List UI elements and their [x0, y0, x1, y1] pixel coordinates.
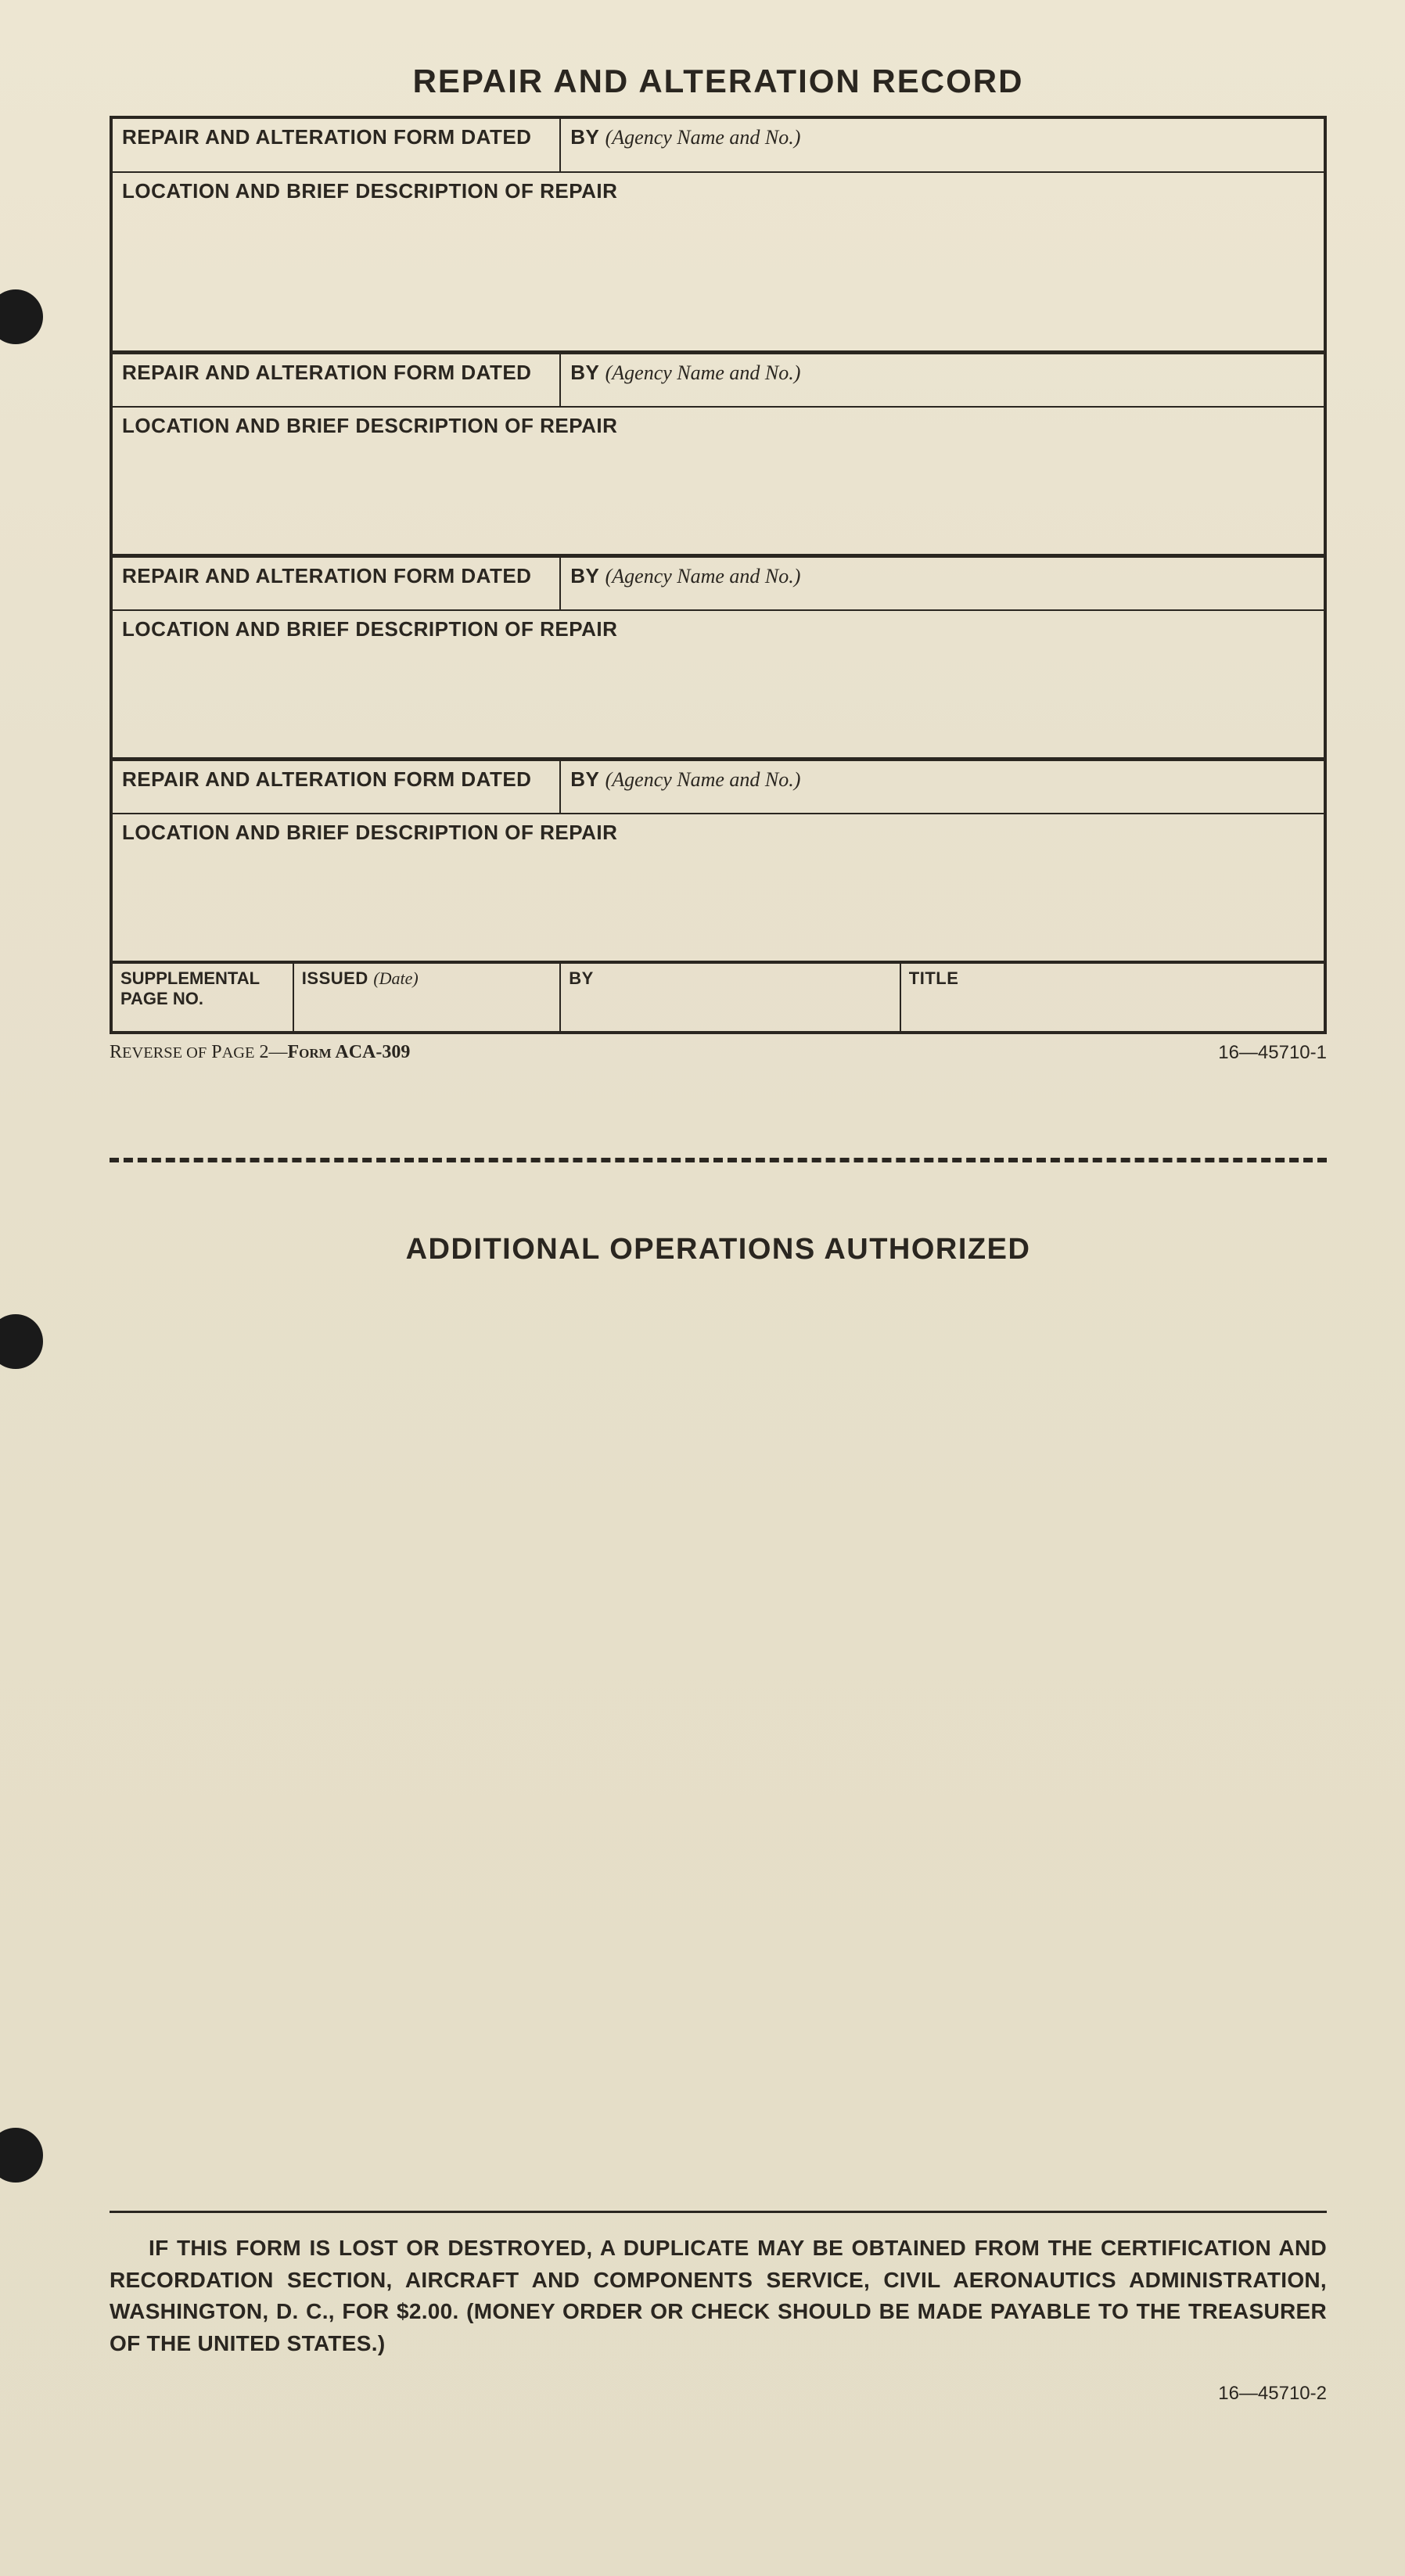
by-agency-cell: BY (Agency Name and No.): [560, 352, 1325, 407]
by-agency-cell: BY (Agency Name and No.): [560, 759, 1325, 814]
label: LOCATION AND BRIEF DESCRIPTION OF REPAIR: [122, 414, 617, 437]
location-desc-cell: LOCATION AND BRIEF DESCRIPTION OF REPAIR: [111, 172, 1325, 352]
label: REPAIR AND ALTERATION FORM DATED: [122, 361, 531, 384]
repair-record-table: REPAIR AND ALTERATION FORM DATED BY (Age…: [110, 116, 1327, 1034]
form-code: 16—45710-1: [1218, 1042, 1327, 1064]
label-paren: (Date): [373, 968, 418, 988]
table-row: LOCATION AND BRIEF DESCRIPTION OF REPAIR: [111, 172, 1325, 352]
table-row: REPAIR AND ALTERATION FORM DATED BY (Age…: [111, 117, 1325, 172]
supplemental-row: SUPPLEMENTAL PAGE NO. ISSUED (Date) BY T…: [111, 962, 1325, 1033]
footer-line-1: REVERSE OF PAGE 2—Form ACA-309 16—45710-…: [110, 1042, 1327, 1064]
label-paren: (Agency Name and No.): [605, 565, 801, 587]
table-row: REPAIR AND ALTERATION FORM DATED BY (Age…: [111, 352, 1325, 407]
main-title: REPAIR AND ALTERATION RECORD: [110, 63, 1327, 100]
reverse-label: REVERSE OF PAGE 2—Form ACA-309: [110, 1042, 410, 1064]
issued-cell: ISSUED (Date): [293, 962, 560, 1033]
by-agency-cell: BY (Agency Name and No.): [560, 117, 1325, 172]
binding-hole: [0, 2128, 43, 2183]
label: SUPPLEMENTAL PAGE NO.: [120, 968, 285, 1010]
operations-area: [110, 1290, 1327, 2213]
label: LOCATION AND BRIEF DESCRIPTION OF REPAIR: [122, 179, 617, 203]
label: LOCATION AND BRIEF DESCRIPTION OF REPAIR: [122, 617, 617, 641]
form-dated-cell: REPAIR AND ALTERATION FORM DATED: [111, 555, 560, 610]
label: BY: [570, 767, 605, 791]
form-dated-cell: REPAIR AND ALTERATION FORM DATED: [111, 352, 560, 407]
form-dated-cell: REPAIR AND ALTERATION FORM DATED: [111, 759, 560, 814]
document-page: REPAIR AND ALTERATION RECORD REPAIR AND …: [0, 0, 1405, 2576]
label: TITLE: [909, 968, 959, 988]
form-dated-cell: REPAIR AND ALTERATION FORM DATED: [111, 117, 560, 172]
table-row: LOCATION AND BRIEF DESCRIPTION OF REPAIR: [111, 610, 1325, 759]
table-row: LOCATION AND BRIEF DESCRIPTION OF REPAIR: [111, 407, 1325, 555]
location-desc-cell: LOCATION AND BRIEF DESCRIPTION OF REPAIR: [111, 407, 1325, 555]
disclaimer-text: IF THIS FORM IS LOST OR DESTROYED, A DUP…: [110, 2233, 1327, 2359]
binding-hole: [0, 1314, 43, 1369]
sub-title: ADDITIONAL OPERATIONS AUTHORIZED: [110, 1233, 1327, 1266]
label: ISSUED: [302, 968, 374, 988]
by-agency-cell: BY (Agency Name and No.): [560, 555, 1325, 610]
label: BY: [570, 361, 605, 384]
table-row: REPAIR AND ALTERATION FORM DATED BY (Age…: [111, 555, 1325, 610]
title-cell: TITLE: [900, 962, 1325, 1033]
label-paren: (Agency Name and No.): [605, 768, 801, 791]
label: LOCATION AND BRIEF DESCRIPTION OF REPAIR: [122, 821, 617, 844]
table-row: REPAIR AND ALTERATION FORM DATED BY (Age…: [111, 759, 1325, 814]
supp-page-cell: SUPPLEMENTAL PAGE NO.: [111, 962, 293, 1033]
table-row: LOCATION AND BRIEF DESCRIPTION OF REPAIR: [111, 814, 1325, 962]
location-desc-cell: LOCATION AND BRIEF DESCRIPTION OF REPAIR: [111, 814, 1325, 962]
label: REPAIR AND ALTERATION FORM DATED: [122, 125, 531, 149]
label: REPAIR AND ALTERATION FORM DATED: [122, 564, 531, 587]
label: REPAIR AND ALTERATION FORM DATED: [122, 767, 531, 791]
label: BY: [570, 125, 605, 149]
label: BY: [570, 564, 605, 587]
perforation-line: [110, 1158, 1327, 1162]
label-paren: (Agency Name and No.): [605, 361, 801, 384]
by-cell: BY: [560, 962, 900, 1033]
location-desc-cell: LOCATION AND BRIEF DESCRIPTION OF REPAIR: [111, 610, 1325, 759]
form-code-bottom: 16—45710-2: [110, 2383, 1327, 2405]
label: BY: [569, 968, 594, 988]
binding-hole: [0, 289, 43, 344]
label-paren: (Agency Name and No.): [605, 126, 801, 149]
